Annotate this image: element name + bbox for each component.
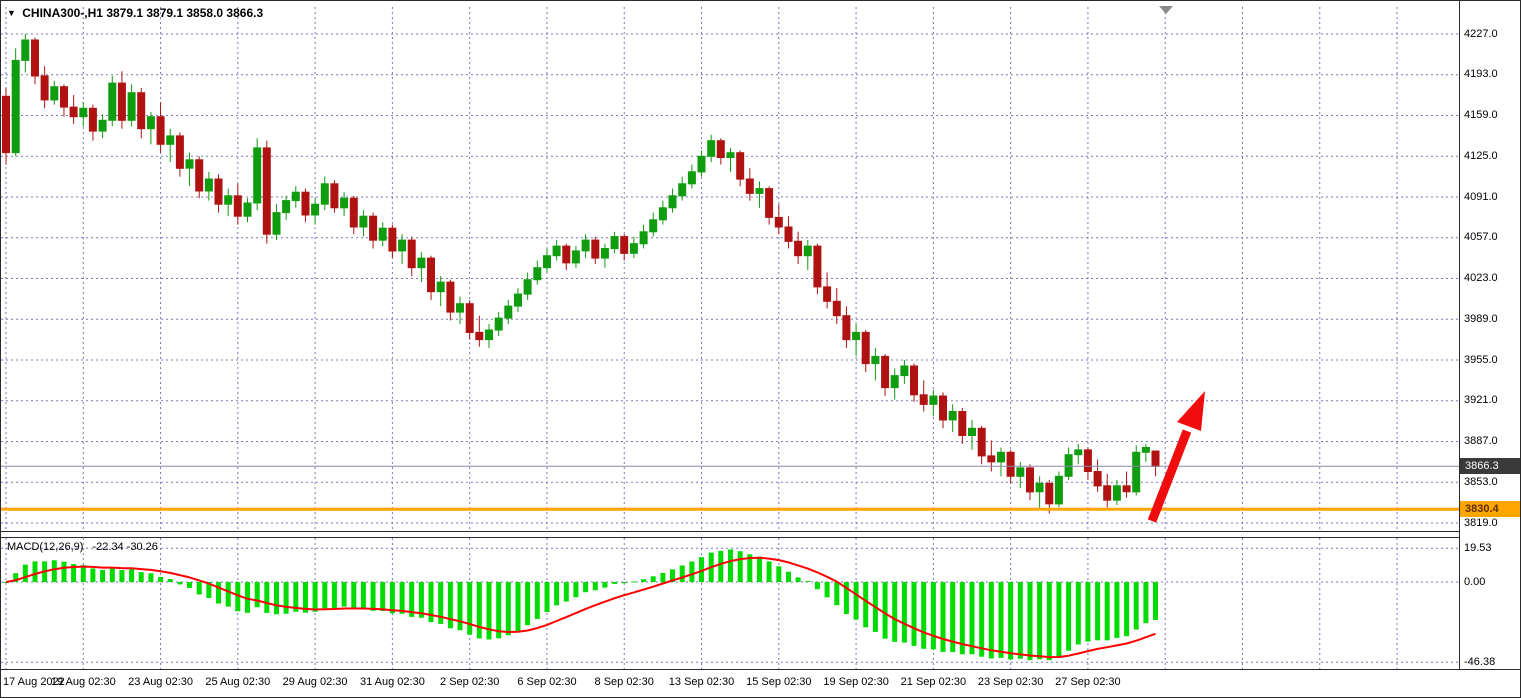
time-tick-label: 6 Sep 02:30 [517, 676, 577, 688]
price-tick-label: 4057.0 [1464, 231, 1498, 244]
trend-arrow-annotation[interactable] [1147, 391, 1205, 523]
price-tick-label: 4227.0 [1464, 27, 1498, 40]
macd-tick-label: 19.53 [1464, 541, 1492, 554]
price-tick-label: 4023.0 [1464, 272, 1498, 284]
time-tick-label: 31 Aug 02:30 [359, 676, 425, 688]
time-tick-label: 13 Sep 02:30 [668, 676, 735, 688]
time-tick-label: 19 Sep 02:30 [823, 676, 889, 688]
price-chart-canvas[interactable] [1, 1, 1459, 531]
time-tick-label: 17 Aug 2022 [3, 676, 65, 688]
macd-indicator-label: MACD(12,26,9) -22.34 -30.26 [7, 541, 164, 553]
time-tick-label: 2 Sep 02:30 [440, 676, 500, 688]
price-tick-label: 4159.0 [1464, 109, 1498, 121]
price-grid-layer [1, 7, 1459, 531]
time-tick-label: 29 Aug 02:30 [282, 676, 348, 688]
ohlc-quote-label: 3879.1 3879.1 3858.0 3866.3 [106, 6, 264, 20]
symbol-timeframe-label: CHINA300-,H1 [22, 6, 103, 20]
price-chart-panel[interactable]: ▼ CHINA300-,H1 3879.1 3879.1 3858.0 3866… [1, 1, 1459, 531]
time-tick-label: 15 Sep 02:30 [746, 676, 812, 688]
macd-values-label: -22.34 -30.26 [92, 541, 158, 553]
price-axis[interactable]: 3866.3 3830.4 4227.0 4193.0 4159.0 4125.0 40… [1459, 1, 1520, 669]
candles-layer [2, 34, 1160, 514]
chart-shift-marker [1159, 6, 1173, 14]
price-tick-label: 3989.0 [1464, 312, 1498, 325]
chart-title: ▼ CHINA300-,H1 3879.1 3879.1 3858.0 3866… [7, 6, 263, 20]
price-tick-label: 3853.0 [1464, 475, 1498, 488]
time-tick-label: 23 Sep 02:30 [977, 676, 1044, 688]
support-price-tag: 3830.4 [1460, 501, 1520, 518]
price-tick-label: 3921.0 [1464, 394, 1498, 407]
price-tick-label: 3955.0 [1464, 353, 1498, 366]
time-tick-label: 25 Aug 02:30 [205, 676, 271, 688]
macd-signal-line [5, 556, 1156, 659]
macd-indicator-panel[interactable]: MACD(12,26,9) -22.34 -30.26 [1, 538, 1459, 669]
time-tick-label: 19 Aug 02:30 [50, 676, 116, 688]
time-tick-label: 8 Sep 02:30 [594, 676, 654, 688]
bid-price-tag: 3866.3 [1460, 458, 1520, 475]
price-tick-label: 4091.0 [1464, 190, 1498, 203]
price-tick-label: 4193.0 [1464, 68, 1498, 81]
price-tick-label: 3819.0 [1464, 516, 1498, 529]
macd-tick-label: -46.38 [1464, 655, 1496, 668]
macd-canvas[interactable] [1, 538, 1459, 669]
arrow-head[interactable] [1177, 391, 1205, 431]
time-axis[interactable]: 17 Aug 2022 19 Aug 02:30 23 Aug 02:30 25 Au… [1, 669, 1520, 697]
symbol-dropdown-icon[interactable]: ▼ [7, 8, 16, 18]
macd-name-label: MACD(12,26,9) [7, 541, 84, 553]
arrow-shaft[interactable] [1147, 429, 1192, 523]
time-tick-label: 21 Sep 02:30 [900, 676, 967, 688]
price-tick-label: 3887.0 [1464, 435, 1498, 447]
time-tick-label: 23 Aug 02:30 [128, 676, 194, 688]
price-tick-label: 4125.0 [1464, 149, 1498, 162]
panel-separator[interactable] [1, 531, 1520, 538]
macd-histogram-layer [3, 549, 1158, 661]
macd-tick-label: 0.00 [1464, 575, 1486, 588]
time-tick-label: 27 Sep 02:30 [1055, 676, 1121, 688]
